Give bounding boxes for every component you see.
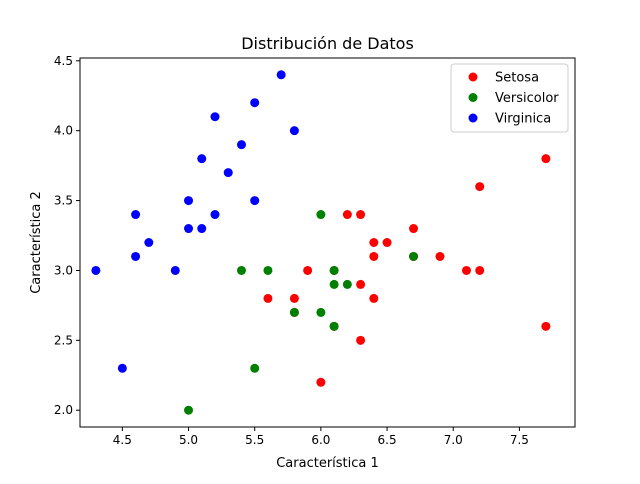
- data-point: [131, 251, 141, 261]
- data-point: [289, 307, 299, 317]
- series-versicolor: [184, 210, 419, 415]
- data-point: [342, 210, 352, 220]
- y-tick-label: 3.0: [54, 263, 73, 277]
- data-point: [289, 126, 299, 136]
- data-point: [409, 251, 419, 261]
- data-point: [236, 265, 246, 275]
- data-point: [342, 279, 352, 289]
- x-tick-label: 5.0: [179, 433, 198, 447]
- legend-label: Versicolor: [495, 91, 559, 106]
- data-point: [184, 405, 194, 415]
- data-point: [250, 363, 260, 373]
- x-tick-label: 4.5: [113, 433, 132, 447]
- data-point: [541, 154, 551, 164]
- data-point: [144, 238, 154, 247]
- data-point: [475, 265, 485, 275]
- data-point: [117, 363, 127, 373]
- data-point: [356, 279, 366, 289]
- legend-label: Virginica: [495, 112, 551, 127]
- data-point: [250, 98, 260, 108]
- x-tick-label: 6.0: [311, 433, 330, 447]
- data-point: [356, 210, 366, 220]
- data-point: [250, 196, 260, 206]
- y-axis-label: Característica 2: [29, 191, 44, 294]
- legend-marker: [468, 93, 478, 102]
- x-tick-label: 6.5: [378, 433, 397, 447]
- y-tick-label: 3.5: [54, 194, 73, 208]
- data-point: [197, 154, 207, 164]
- data-point: [184, 196, 194, 206]
- data-point: [289, 293, 299, 303]
- legend-label: Setosa: [495, 71, 539, 86]
- data-point: [210, 112, 220, 122]
- y-tick-label: 4.0: [54, 124, 73, 138]
- y-tick-label: 4.5: [54, 54, 73, 68]
- x-tick-label: 7.5: [510, 433, 529, 447]
- chart-title: Distribución de Datos: [241, 34, 414, 53]
- data-point: [197, 224, 207, 234]
- data-point: [475, 182, 485, 192]
- x-tick-label: 5.5: [245, 433, 264, 447]
- data-point: [236, 140, 246, 150]
- data-point: [541, 321, 551, 331]
- legend-marker: [468, 113, 478, 123]
- data-point: [316, 210, 326, 220]
- data-point: [329, 321, 339, 331]
- data-point: [316, 307, 326, 317]
- data-point: [409, 224, 419, 234]
- x-axis-ticks: 4.5 5.0 5.5 6.0 6.5 7.0 7.5: [113, 427, 529, 447]
- legend-marker: [468, 72, 478, 82]
- data-point: [356, 335, 366, 345]
- series-virginica: [91, 70, 299, 373]
- x-axis-label: Característica 1: [276, 456, 379, 471]
- data-point: [382, 238, 392, 247]
- data-point: [276, 70, 286, 80]
- data-point: [170, 265, 180, 275]
- data-point: [369, 238, 379, 247]
- data-point: [435, 251, 445, 261]
- legend: Setosa Versicolor Virginica: [450, 63, 569, 133]
- data-point: [91, 265, 101, 275]
- data-point: [263, 293, 273, 303]
- data-point: [223, 168, 233, 178]
- data-point: [329, 279, 339, 289]
- data-point: [131, 210, 141, 220]
- data-points: [91, 70, 551, 415]
- legend-box: [450, 63, 569, 133]
- y-tick-label: 2.5: [54, 333, 73, 347]
- data-point: [184, 224, 194, 234]
- y-axis-ticks: 2.0 2.5 3.0 3.5 4.0 4.5: [54, 54, 80, 417]
- data-point: [210, 210, 220, 220]
- y-tick-label: 2.0: [54, 403, 73, 417]
- data-point: [461, 265, 471, 275]
- data-point: [369, 251, 379, 261]
- data-point: [303, 265, 313, 275]
- data-point: [329, 265, 339, 275]
- data-point: [263, 265, 273, 275]
- plot-area-frame: [79, 57, 576, 428]
- data-point: [316, 377, 326, 387]
- data-point: [369, 293, 379, 303]
- x-tick-label: 7.0: [444, 433, 463, 447]
